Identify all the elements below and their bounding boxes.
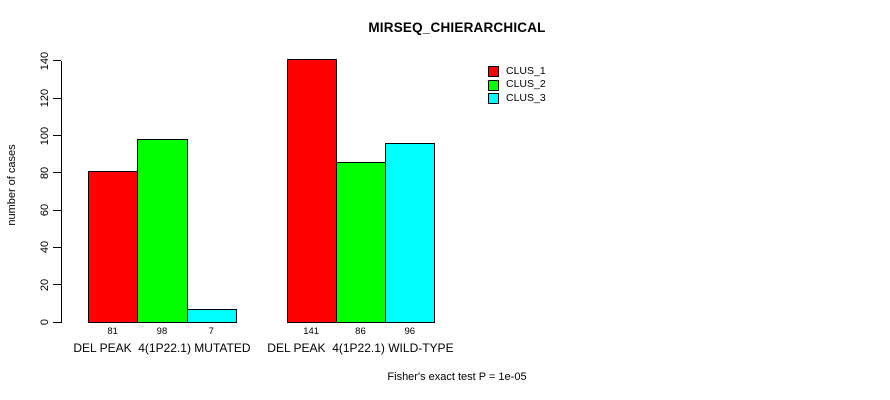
y-tick bbox=[53, 284, 61, 286]
bar-clus_2-group2 bbox=[335, 161, 387, 323]
legend-swatch-icon bbox=[488, 92, 499, 104]
legend-item-clus_1: CLUS_1 bbox=[488, 65, 546, 78]
y-tick bbox=[53, 60, 61, 62]
bar-value-label: 141 bbox=[303, 326, 320, 337]
y-tick bbox=[53, 172, 61, 174]
bar-clus_3-group1 bbox=[186, 308, 237, 323]
bar-value-label: 81 bbox=[107, 326, 118, 337]
bar-value-label: 96 bbox=[404, 326, 416, 337]
y-tick-label: 40 bbox=[39, 241, 51, 254]
y-tick-label: 80 bbox=[39, 166, 51, 179]
bar-value-label: 86 bbox=[355, 326, 366, 337]
legend-item-clus_2: CLUS_2 bbox=[488, 78, 546, 91]
y-axis-label: number of cases bbox=[6, 144, 18, 226]
y-tick bbox=[53, 209, 61, 211]
y-tick bbox=[53, 97, 61, 99]
legend-label: CLUS_1 bbox=[506, 65, 546, 77]
legend-label: CLUS_3 bbox=[506, 91, 546, 104]
y-tick-label: 100 bbox=[39, 126, 51, 145]
legend-swatch-icon bbox=[488, 79, 499, 91]
legend-label: CLUS_2 bbox=[506, 78, 546, 91]
bar-value-label: 7 bbox=[208, 326, 214, 337]
y-tick-label: 20 bbox=[39, 278, 51, 291]
bar-value-label: 98 bbox=[156, 326, 168, 337]
y-tick bbox=[53, 135, 61, 136]
legend-item-clus_3: CLUS_3 bbox=[488, 92, 546, 105]
bar-clus_1-group1 bbox=[88, 170, 139, 323]
y-tick-label: 140 bbox=[39, 51, 51, 71]
y-tick-label: 120 bbox=[39, 89, 51, 108]
y-tick bbox=[53, 246, 61, 248]
bar-clus_1-group2 bbox=[286, 59, 337, 323]
y-tick-label: 60 bbox=[39, 203, 51, 217]
footnote-text: Fisher's exact test P = 1e-05 bbox=[387, 371, 527, 383]
bar-clus_3-group2 bbox=[385, 142, 436, 323]
y-tick-label: 0 bbox=[39, 318, 51, 326]
y-axis-line bbox=[61, 61, 62, 323]
chart-title: MIRSEQ_CHIERARCHICAL bbox=[368, 20, 546, 35]
bar-clus_2-group1 bbox=[137, 139, 188, 323]
legend: CLUS_1 CLUS_2 CLUS_3 bbox=[488, 65, 546, 105]
x-category-label: DEL PEAK 4(1P22.1) WILD-TYPE bbox=[267, 341, 454, 355]
x-category-label: DEL PEAK 4(1P22.1) MUTATED bbox=[73, 341, 251, 355]
y-tick bbox=[53, 321, 61, 323]
legend-swatch-icon bbox=[488, 66, 499, 78]
